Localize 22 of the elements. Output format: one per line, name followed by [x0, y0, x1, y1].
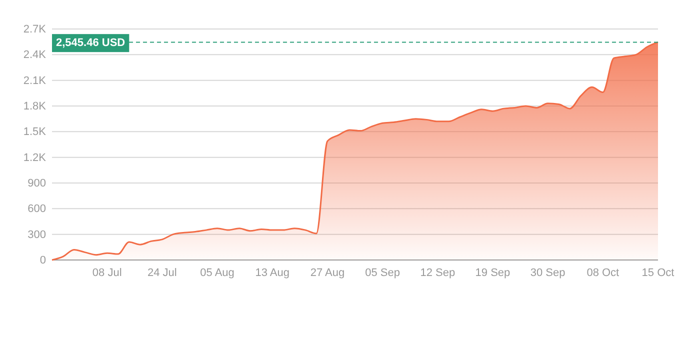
x-tick-label: 08 Oct — [586, 266, 620, 279]
y-tick-label: 600 — [28, 203, 46, 216]
x-tick-label: 19 Sep — [475, 266, 510, 279]
y-tick-label: 300 — [28, 228, 46, 241]
x-tick-label: 15 Oct — [642, 266, 674, 279]
ref-line-label: 2,545.46 USD — [56, 37, 126, 50]
x-tick-label: 27 Aug — [310, 266, 345, 279]
x-tick-label: 13 Aug — [255, 266, 290, 279]
x-tick-label: 30 Sep — [530, 266, 566, 279]
x-tick-label: 05 Sep — [365, 266, 400, 279]
y-tick-label: 2.7K — [23, 24, 47, 36]
y-tick-label: 1.2K — [23, 152, 47, 164]
y-tick-label: 2.4K — [23, 49, 47, 62]
y-tick-label: 1.5K — [23, 126, 47, 138]
x-tick-label: 24 Jul — [148, 266, 177, 279]
y-tick-label: 0 — [40, 254, 46, 267]
y-tick-label: 1.8K — [23, 100, 47, 113]
y-tick-label: 900 — [28, 178, 46, 190]
x-tick-label: 05 Aug — [200, 266, 234, 279]
x-tick-label: 12 Sep — [420, 266, 456, 279]
y-tick-label: 2.1K — [23, 74, 47, 87]
x-tick-label: 08 Jul — [92, 266, 122, 279]
